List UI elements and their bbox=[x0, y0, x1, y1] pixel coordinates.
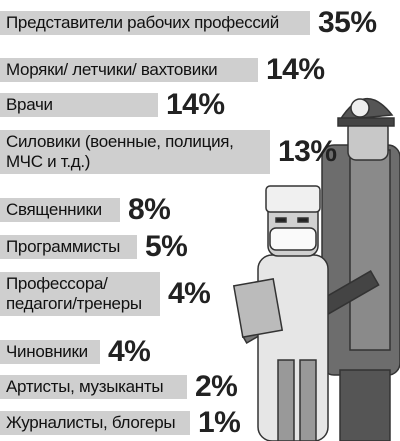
percent-value: 2% bbox=[195, 370, 238, 403]
profession-label: Силовики (военные, полиция, МЧС и т.д.) bbox=[0, 130, 270, 174]
percent-value: 35% bbox=[318, 6, 377, 39]
profession-row: Чиновники 4% bbox=[0, 335, 151, 369]
percent-value: 5% bbox=[145, 230, 188, 263]
percent-value: 13% bbox=[278, 135, 337, 168]
profession-label: Артисты, музыканты bbox=[0, 375, 187, 399]
percent-value: 14% bbox=[166, 88, 225, 121]
profession-row: Программисты 5% bbox=[0, 230, 188, 264]
profession-label: Моряки/ летчики/ вахтовики bbox=[0, 58, 258, 82]
profession-label: Врачи bbox=[0, 93, 158, 117]
profession-row: Священники 8% bbox=[0, 193, 171, 227]
profession-row: Артисты, музыканты 2% bbox=[0, 370, 238, 404]
percent-value: 14% bbox=[266, 53, 325, 86]
profession-label: Представители рабочих профессий bbox=[0, 11, 310, 35]
percent-value: 1% bbox=[198, 406, 241, 439]
profession-row: Силовики (военные, полиция, МЧС и т.д.) 1… bbox=[0, 130, 337, 174]
profession-row: Журналисты, блогеры 1% bbox=[0, 406, 241, 440]
profession-label: Чиновники bbox=[0, 340, 100, 364]
profession-row: Представители рабочих профессий 35% bbox=[0, 6, 377, 40]
profession-row: Профессора/ педагоги/тренеры 4% bbox=[0, 272, 211, 316]
profession-label: Журналисты, блогеры bbox=[0, 411, 190, 435]
profession-label: Профессора/ педагоги/тренеры bbox=[0, 272, 160, 316]
percent-value: 8% bbox=[128, 193, 171, 226]
profession-row: Врачи 14% bbox=[0, 88, 225, 122]
profession-row: Моряки/ летчики/ вахтовики 14% bbox=[0, 53, 325, 87]
percent-value: 4% bbox=[168, 277, 211, 310]
percent-value: 4% bbox=[108, 335, 151, 368]
profession-label: Священники bbox=[0, 198, 120, 222]
profession-label: Программисты bbox=[0, 235, 137, 259]
